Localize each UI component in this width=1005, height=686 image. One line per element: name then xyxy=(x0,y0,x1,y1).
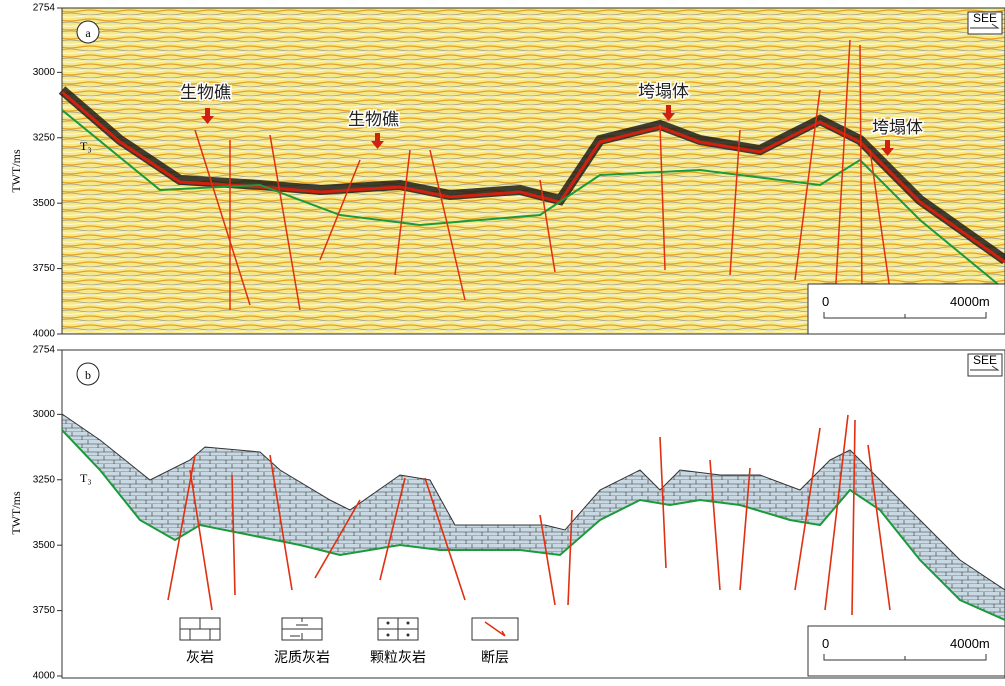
tick-label: 4000 xyxy=(33,329,56,340)
axis-label: TWT/ms xyxy=(9,491,23,535)
annotation: 垮塌体 xyxy=(638,82,689,101)
legend-label: 泥质灰岩 xyxy=(274,650,330,666)
tick-label: 3000 xyxy=(33,67,56,78)
panel-label: b xyxy=(85,368,91,382)
compass: SEE xyxy=(973,11,997,25)
scale-label: 0 xyxy=(822,636,829,651)
axis-label: TWT/ms xyxy=(9,149,23,193)
figure: 生物礁 生物礁 垮塌体 垮塌体 灰岩 泥质灰岩 颗粒灰岩 断层 2754 3000… xyxy=(0,0,1005,681)
legend-label: 颗粒灰岩 xyxy=(370,650,426,666)
horizon-label: T₃ xyxy=(80,139,92,153)
legend-label: 断层 xyxy=(481,650,509,666)
annotation: 生物礁 xyxy=(348,110,399,129)
tick-label: 3000 xyxy=(33,409,56,420)
horizon-label: T₃ xyxy=(80,471,92,485)
legend-label: 灰岩 xyxy=(186,650,214,666)
tick-label: 4000 xyxy=(33,671,56,681)
scale-box xyxy=(808,626,1005,676)
scale-label: 0 xyxy=(822,294,829,309)
tick-label: 3250 xyxy=(33,474,56,485)
annotation: 生物礁 xyxy=(180,83,231,102)
tick-label: 3500 xyxy=(33,540,56,551)
annotation: 垮塌体 xyxy=(872,118,923,137)
tick-label: 3250 xyxy=(33,132,56,143)
compass: SEE xyxy=(973,353,997,367)
panel-label: a xyxy=(85,26,91,40)
scale-label: 4000m xyxy=(950,294,990,309)
tick-label: 2754 xyxy=(33,3,56,14)
scale-label: 4000m xyxy=(950,636,990,651)
scale-box xyxy=(808,284,1005,334)
tick-label: 3750 xyxy=(33,263,56,274)
tick-label: 3750 xyxy=(33,605,56,616)
tick-label: 2754 xyxy=(33,345,56,356)
tick-label: 3500 xyxy=(33,198,56,209)
